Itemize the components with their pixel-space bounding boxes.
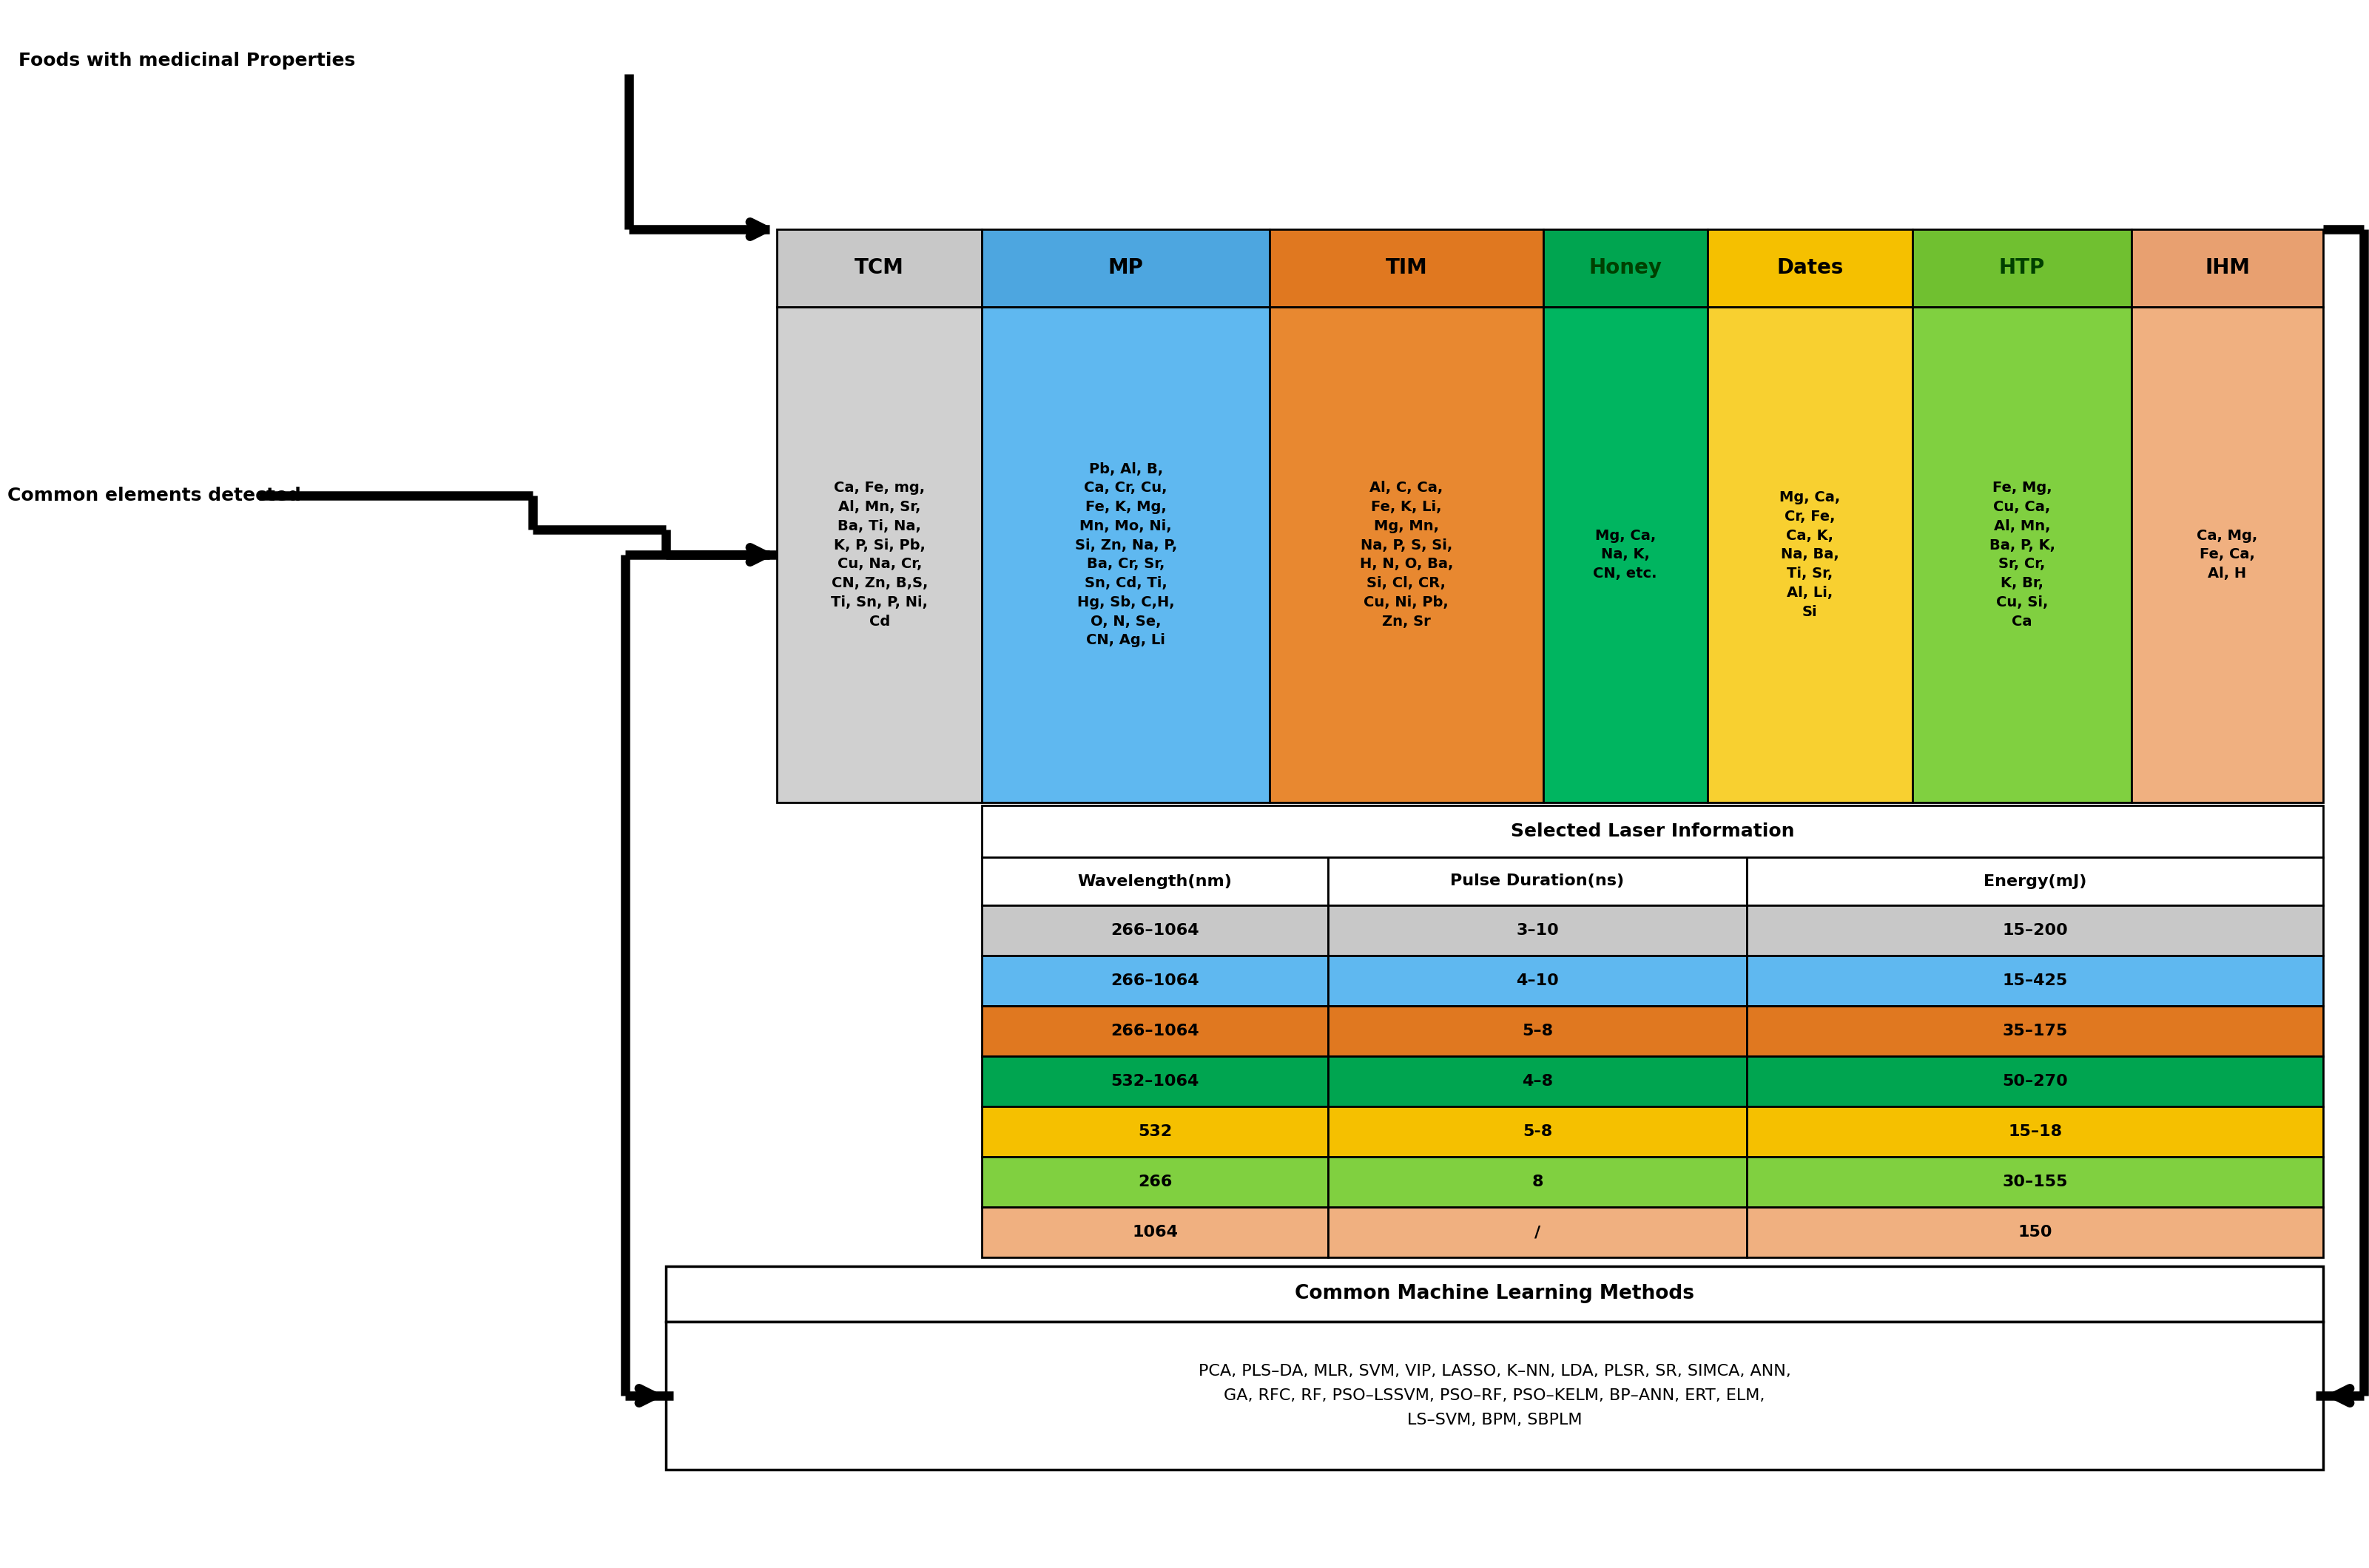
Bar [1329,1007,1746,1057]
Bar [1746,955,2324,1007]
Bar [983,1207,1329,1258]
Text: Pb, Al, B,
Ca, Cr, Cu,
Fe, K, Mg,
Mn, Mo, Ni,
Si, Zn, Na, P,
Ba, Cr, Sr,
Sn, Cd,: Pb, Al, B, Ca, Cr, Cu, Fe, K, Mg, Mn, Mo… [1076,463,1177,648]
Text: Mg, Ca,
Cr, Fe,
Ca, K,
Na, Ba,
Ti, Sr,
Al, Li,
Si: Mg, Ca, Cr, Fe, Ca, K, Na, Ba, Ti, Sr, A… [1779,491,1841,619]
Bar [1746,1107,2324,1157]
Text: 30–155: 30–155 [2002,1174,2068,1189]
Bar [777,307,983,803]
Bar [2132,229,2324,307]
Bar [983,1107,1329,1157]
Text: 266: 266 [1137,1174,1173,1189]
Bar [1270,307,1542,803]
Bar [983,307,1270,803]
Text: 8: 8 [1533,1174,1542,1189]
Bar [1746,858,2324,905]
Bar [983,806,2324,858]
Bar [1746,1057,2324,1107]
Text: HTP: HTP [1999,257,2044,279]
Text: 15–18: 15–18 [2009,1124,2061,1138]
Text: Common elements detected: Common elements detected [7,486,301,505]
Text: 15–425: 15–425 [2002,974,2068,988]
Text: Ca, Fe, mg,
Al, Mn, Sr,
Ba, Ti, Na,
K, P, Si, Pb,
Cu, Na, Cr,
CN, Zn, B,S,
Ti, S: Ca, Fe, mg, Al, Mn, Sr, Ba, Ti, Na, K, P… [832,481,929,629]
Bar [983,1057,1329,1107]
Bar [1329,858,1746,905]
Bar [1746,1207,2324,1258]
Text: Wavelength(nm): Wavelength(nm) [1078,873,1232,889]
Bar [1708,229,1912,307]
Bar [983,229,1270,307]
Text: 150: 150 [2018,1225,2052,1240]
Bar [1329,955,1746,1007]
Text: Dates: Dates [1777,257,1843,279]
Bar [1329,1057,1746,1107]
Text: Energy(mJ): Energy(mJ) [1983,873,2087,889]
Text: /: / [1535,1225,1540,1240]
Text: 4–8: 4–8 [1521,1074,1554,1088]
Bar [666,1267,2324,1322]
Bar [983,955,1329,1007]
Bar [1542,307,1708,803]
Bar [1708,307,1912,803]
Text: TIM: TIM [1386,257,1426,279]
Text: 266–1064: 266–1064 [1111,1024,1199,1038]
Text: 5–8: 5–8 [1521,1024,1554,1038]
Text: 1064: 1064 [1132,1225,1177,1240]
Bar [983,905,1329,955]
Bar [983,1157,1329,1207]
Text: 266–1064: 266–1064 [1111,974,1199,988]
Text: 15–200: 15–200 [2002,924,2068,938]
Text: Mg, Ca,
Na, K,
CN, etc.: Mg, Ca, Na, K, CN, etc. [1594,528,1658,580]
Bar [777,229,983,307]
Text: Fe, Mg,
Cu, Ca,
Al, Mn,
Ba, P, K,
Sr, Cr,
K, Br,
Cu, Si,
Ca: Fe, Mg, Cu, Ca, Al, Mn, Ba, P, K, Sr, Cr… [1990,481,2054,629]
Text: 4–10: 4–10 [1516,974,1559,988]
Text: IHM: IHM [2206,257,2251,279]
Bar [983,858,1329,905]
Bar [1329,905,1746,955]
Text: Foods with medicinal Properties: Foods with medicinal Properties [19,52,355,69]
Text: PCA, PLS–DA, MLR, SVM, VIP, LASSO, K–NN, LDA, PLSR, SR, SIMCA, ANN,
GA, RFC, RF,: PCA, PLS–DA, MLR, SVM, VIP, LASSO, K–NN,… [1199,1364,1791,1427]
Text: 532–1064: 532–1064 [1111,1074,1199,1088]
Bar [666,1322,2324,1469]
Bar [1912,307,2132,803]
Bar [1746,1007,2324,1057]
Text: 35–175: 35–175 [2002,1024,2068,1038]
Text: Al, C, Ca,
Fe, K, Li,
Mg, Mn,
Na, P, S, Si,
H, N, O, Ba,
Si, Cl, CR,
Cu, Ni, Pb,: Al, C, Ca, Fe, K, Li, Mg, Mn, Na, P, S, … [1360,481,1452,629]
Text: Selected Laser Information: Selected Laser Information [1511,823,1793,840]
Bar [1270,229,1542,307]
Bar [1329,1207,1746,1258]
Text: MP: MP [1109,257,1144,279]
Bar [1746,1157,2324,1207]
Text: Ca, Mg,
Fe, Ca,
Al, H: Ca, Mg, Fe, Ca, Al, H [2196,528,2258,580]
Text: 266–1064: 266–1064 [1111,924,1199,938]
Bar [1746,905,2324,955]
Text: 50–270: 50–270 [2002,1074,2068,1088]
Bar [1329,1107,1746,1157]
Text: 5-8: 5-8 [1523,1124,1552,1138]
Bar [983,1007,1329,1057]
Bar [1912,229,2132,307]
Text: 3–10: 3–10 [1516,924,1559,938]
Text: Pulse Duration(ns): Pulse Duration(ns) [1450,873,1625,889]
Text: Common Machine Learning Methods: Common Machine Learning Methods [1296,1284,1694,1303]
Bar [2132,307,2324,803]
Text: 532: 532 [1137,1124,1173,1138]
Text: TCM: TCM [855,257,905,279]
Text: Honey: Honey [1590,257,1663,279]
Bar [1329,1157,1746,1207]
Bar [1542,229,1708,307]
